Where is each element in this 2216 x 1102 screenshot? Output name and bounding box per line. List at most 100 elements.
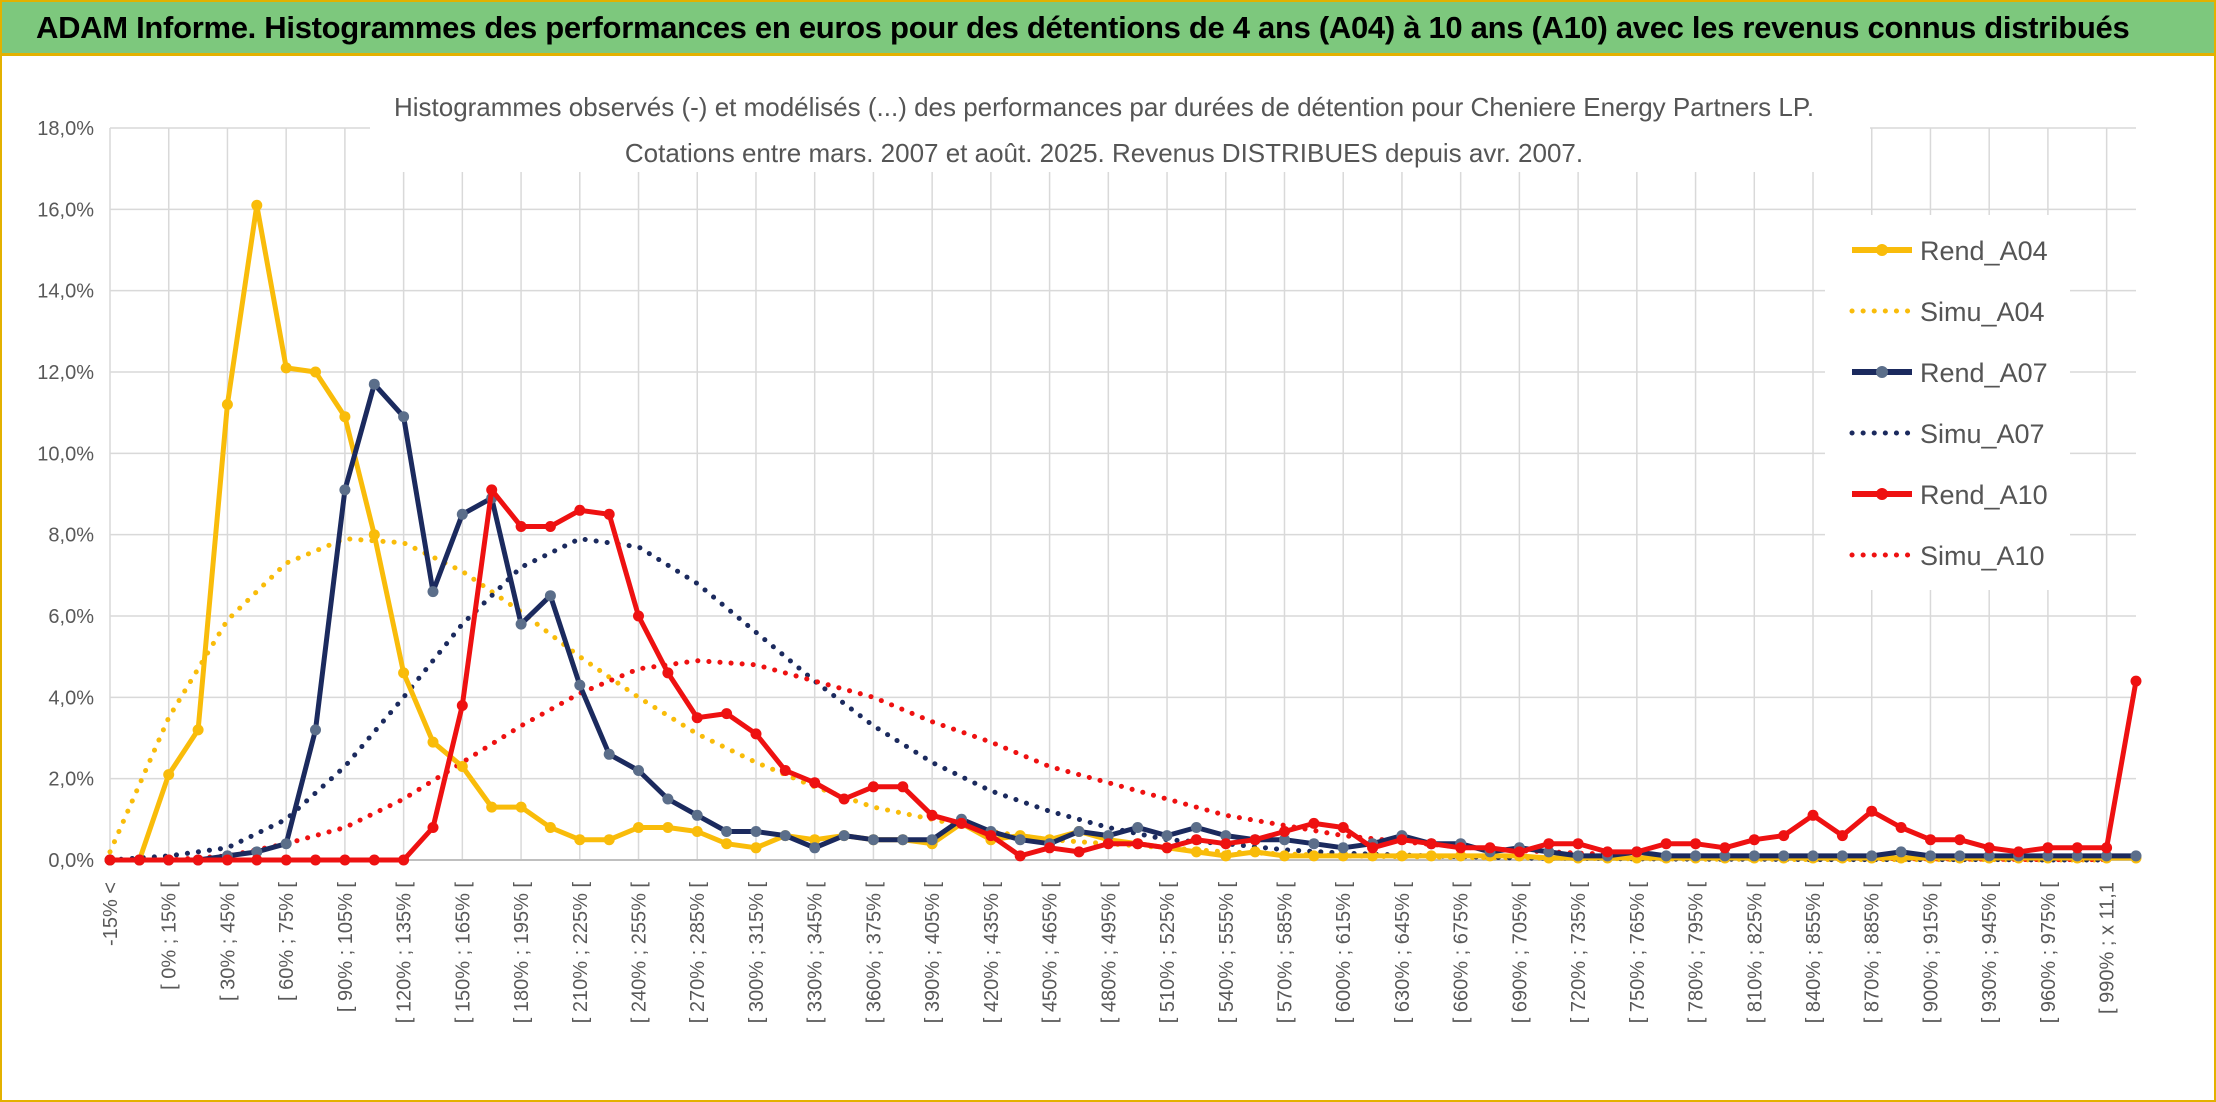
- data-point-rend-a07: [691, 809, 703, 821]
- data-point-rend-a04: [515, 801, 527, 813]
- y-tick-label: 18,0%: [37, 118, 94, 140]
- data-point-rend-a04: [192, 724, 204, 736]
- data-point-rend-a04: [1455, 850, 1467, 862]
- data-point-rend-a04: [1396, 850, 1408, 862]
- data-point-rend-a10: [1572, 838, 1584, 850]
- x-tick-label: [ 630% ; 645% [: [1392, 882, 1414, 1024]
- data-point-rend-a04: [809, 834, 821, 846]
- data-point-rend-a07: [603, 748, 615, 760]
- data-point-rend-a10: [956, 817, 967, 829]
- data-point-rend-a10: [1866, 805, 1878, 817]
- data-point-rend-a07: [1719, 850, 1731, 862]
- x-tick-label: [ 60% ; 75% [: [276, 882, 298, 1001]
- data-point-rend-a07: [750, 826, 762, 837]
- data-point-rend-a07: [456, 508, 468, 520]
- data-point-rend-a10: [574, 504, 586, 516]
- x-tick-label: [ 270% ; 285% [: [687, 882, 709, 1024]
- x-tick-label: [ 90% ; 105% [: [335, 882, 357, 1013]
- data-point-rend-a07: [1220, 830, 1232, 842]
- x-tick-label: [ 210% ; 225% [: [570, 882, 592, 1024]
- data-point-rend-a07: [633, 765, 644, 776]
- data-point-rend-a10: [1631, 846, 1643, 858]
- x-tick-label: [ 360% ; 375% [: [863, 882, 885, 1024]
- data-point-rend-a04: [662, 822, 674, 833]
- data-point-rend-a10: [427, 822, 439, 833]
- data-point-rend-a04: [339, 411, 351, 423]
- data-point-rend-a10: [1367, 842, 1379, 854]
- x-tick-label: [ 300% ; 315% [: [746, 882, 768, 1024]
- data-point-rend-a10: [1337, 822, 1349, 833]
- chart-legend: Rend_A04 Simu_A04 Rend_A07 Simu_A07 Rend_A10…: [1825, 215, 2070, 590]
- data-point-rend-a10: [1925, 834, 1936, 846]
- data-point-rend-a10: [251, 854, 263, 866]
- x-tick-label: [ 930% ; 945% [: [1979, 882, 2001, 1024]
- x-tick-label: [ 180% ; 195% [: [511, 882, 533, 1024]
- x-tick-label: [ 750% ; 765% [: [1627, 882, 1649, 1024]
- data-point-rend-a04: [398, 667, 410, 679]
- data-point-rend-a04: [633, 822, 644, 833]
- data-point-rend-a10: [2013, 846, 2025, 858]
- legend-background: [1825, 215, 2070, 590]
- data-point-rend-a10: [1807, 809, 1819, 821]
- x-tick-label: [ 660% ; 675% [: [1451, 882, 1473, 1024]
- legend-label-simu-a04: Simu_A04: [1920, 297, 2045, 327]
- data-point-rend-a10: [104, 854, 116, 866]
- data-point-rend-a04: [368, 529, 380, 541]
- data-point-rend-a07: [1543, 846, 1555, 858]
- data-point-rend-a07: [779, 830, 791, 842]
- y-tick-label: 16,0%: [37, 199, 94, 221]
- data-point-rend-a10: [368, 854, 380, 866]
- data-point-rend-a07: [1572, 850, 1584, 862]
- y-tick-label: 4,0%: [48, 687, 94, 709]
- legend-label-rend-a10: Rend_A10: [1920, 480, 2048, 510]
- data-point-rend-a07: [1866, 850, 1878, 862]
- data-point-rend-a10: [1836, 830, 1848, 842]
- data-point-rend-a10: [1161, 842, 1173, 854]
- data-point-rend-a07: [1778, 850, 1790, 862]
- data-point-rend-a10: [1690, 838, 1702, 850]
- data-point-rend-a04: [456, 761, 468, 772]
- chart-series: [104, 199, 2142, 866]
- legend-label-simu-a10: Simu_A10: [1920, 541, 2045, 571]
- data-point-rend-a10: [486, 484, 498, 496]
- data-point-rend-a10: [544, 521, 556, 532]
- x-tick-label: [ 990% ; x 11,1: [2097, 882, 2119, 1014]
- data-point-rend-a10: [2071, 842, 2083, 854]
- data-point-rend-a10: [633, 610, 644, 622]
- data-point-rend-a07: [867, 834, 879, 846]
- data-point-rend-a07: [574, 679, 586, 691]
- x-tick-label: [ 150% ; 165% [: [452, 882, 474, 1024]
- series-line-simu-a10: [107, 658, 2110, 863]
- data-point-rend-a07: [427, 586, 439, 598]
- data-point-rend-a10: [1279, 826, 1290, 837]
- data-point-rend-a07: [2071, 850, 2083, 862]
- series-line-rend-a07: [110, 381, 2136, 863]
- page-title: ADAM Informe. Histogrammes des performan…: [36, 10, 2130, 45]
- data-point-rend-a10: [280, 854, 292, 866]
- data-point-rend-a04: [221, 399, 233, 410]
- legend-marker-rend-a04: [1876, 244, 1888, 256]
- data-point-rend-a10: [1455, 842, 1467, 854]
- data-point-rend-a07: [398, 411, 410, 423]
- data-point-rend-a10: [163, 854, 175, 866]
- data-point-rend-a07: [1895, 846, 1907, 858]
- data-point-rend-a07: [2042, 850, 2054, 862]
- legend-marker-rend-a07: [1876, 366, 1888, 378]
- y-tick-label: 10,0%: [37, 443, 94, 465]
- data-point-rend-a07: [1925, 850, 1936, 862]
- data-point-rend-a04: [544, 822, 556, 833]
- data-point-rend-a04: [1220, 850, 1232, 862]
- data-point-rend-a10: [398, 854, 410, 866]
- data-point-rend-a10: [1778, 830, 1790, 842]
- data-point-rend-a10: [809, 777, 821, 789]
- data-point-rend-a10: [1543, 838, 1555, 850]
- data-point-rend-a07: [1748, 850, 1760, 862]
- data-point-rend-a10: [1073, 846, 1085, 858]
- x-tick-label: [ 450% ; 465% [: [1040, 882, 1062, 1024]
- data-point-rend-a07: [1279, 834, 1290, 846]
- data-point-rend-a04: [721, 838, 733, 850]
- subtitle-background: [370, 80, 1870, 172]
- data-point-rend-a10: [1513, 846, 1525, 858]
- data-point-rend-a07: [1954, 850, 1966, 862]
- data-point-rend-a07: [662, 793, 674, 805]
